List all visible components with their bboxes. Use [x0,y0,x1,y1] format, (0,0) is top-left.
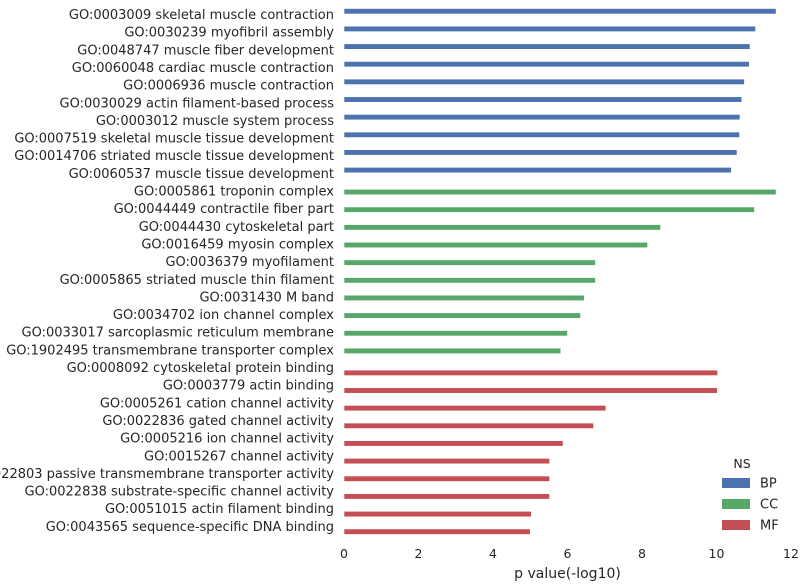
bar-bp [343,78,745,85]
bar-mf [343,440,564,447]
category-label: GO:0043565 sequence-specific DNA binding [46,520,334,535]
category-label: GO:0003012 muscle system process [96,114,334,129]
bar-bp [343,25,756,32]
bar-cc [343,312,581,319]
x-tick-label: 10 [709,546,725,561]
bar-mf [343,405,607,412]
bar-cc [343,189,777,196]
category-label: GO:0003009 skeletal muscle contraction [69,8,334,23]
category-label: GO:0036379 myofilament [165,255,334,270]
category-label: GO:0060048 cardiac muscle contraction [72,61,334,76]
category-label: GO:0033017 sarcoplasmic reticulum membra… [22,326,334,341]
category-label: GO:0003779 actin binding [163,379,334,394]
category-label: GO:0005861 troponin complex [134,185,334,200]
bar-mf [343,475,550,482]
legend-title: NS [733,456,750,471]
bar-mf [343,422,594,429]
category-label: GO:0031430 M band [199,290,334,305]
x-tick-label: 2 [415,546,423,561]
category-label: GO:0044449 contractile fiber part [114,202,334,217]
category-label: GO:0051015 actin filament binding [105,502,334,517]
bar-cc [343,224,661,231]
category-label: GO:0005865 striated muscle thin filament [60,273,334,288]
legend-swatch-mf [722,520,750,530]
x-tick-label: 6 [564,546,572,561]
bar-mf [343,493,550,500]
x-tick-label: 4 [489,546,497,561]
category-label: GO:0034702 ion channel complex [113,308,334,323]
bar-mf [343,387,718,394]
category-label: GO:0048747 muscle fiber development [77,43,334,58]
bar-cc [343,294,585,302]
bar-bp [343,96,743,103]
bar-cc [343,241,648,249]
legend-label-cc: CC [760,498,778,513]
category-label: GO:0005216 ion channel activity [120,432,334,447]
category-label: GO:1902495 transmembrane transporter com… [6,343,334,358]
category-label: GO:0060537 muscle tissue development [69,167,334,182]
bar-bp [343,61,750,68]
category-label: GO:0022838 substrate-specific channel ac… [25,485,335,500]
legend: NS BP CC MF [722,456,779,534]
category-label: GO:0022836 gated channel activity [102,414,334,429]
x-tick-label: 8 [638,546,646,561]
category-label: GO:0030029 actin filament-based process [60,96,335,111]
x-tick-label: 0 [340,546,348,561]
bar-mf [343,369,718,376]
category-label: GO:0005261 cation channel activity [100,396,334,411]
legend-label-bp: BP [760,477,777,492]
legend-items: BP CC MF [722,477,779,534]
legend-label-mf: MF [760,519,779,534]
bar-group [343,8,777,535]
bar-bp [343,43,751,50]
legend-swatch-bp [722,478,750,488]
x-tick-label: 12 [783,546,799,561]
bar-mf [343,510,532,518]
bar-cc [343,277,596,284]
bar-bp [343,8,777,15]
bar-cc [343,347,562,354]
category-label: GO:0008092 cytoskeletal protein binding [67,361,334,376]
category-label: GO:0015267 channel activity [144,449,334,464]
legend-swatch-cc [722,499,750,509]
category-label: GO:0006936 muscle contraction [123,79,334,94]
bar-mf [343,528,531,535]
bar-bp [343,131,740,138]
bar-cc [343,206,755,213]
x-axis-title: p value(-log10) [514,566,621,582]
category-label: GO:0044430 cytoskeletal part [139,220,334,235]
bar-cc [343,330,568,337]
category-label: GO:0022803 passive transmembrane transpo… [0,467,334,482]
bar-cc [343,259,596,266]
bar-bp [343,167,732,174]
category-label: GO:0030239 myofibril assembly [124,26,334,41]
bar-bp [343,149,738,156]
category-label: GO:0016459 myosin complex [141,237,334,252]
bar-mf [343,458,550,465]
category-label: GO:0014706 striated muscle tissue develo… [14,149,334,164]
category-labels: GO:0003009 skeletal muscle contraction GO… [0,8,334,535]
x-axis-ticks: 0 2 4 6 8 10 12 [340,546,799,561]
bar-bp [343,114,741,121]
category-label: GO:0007519 skeletal muscle tissue develo… [14,132,334,147]
